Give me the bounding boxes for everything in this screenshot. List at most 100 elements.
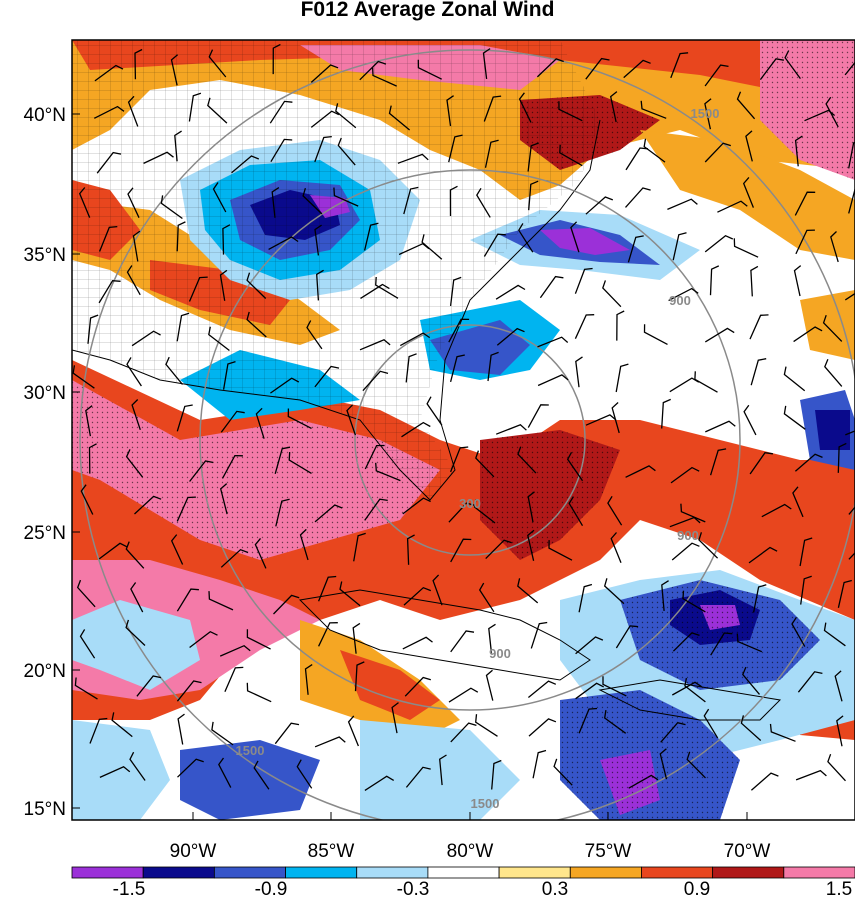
wind-barb — [602, 676, 627, 697]
wind-barb — [363, 222, 379, 251]
wind-barb — [527, 529, 535, 561]
wind-barb — [132, 230, 141, 262]
wind-barb — [98, 542, 128, 560]
wind-barb — [823, 622, 846, 647]
longitude-axis: 90°W 85°W 80°W 75°W 70°W — [170, 812, 771, 862]
wind-barb — [432, 574, 443, 606]
wind-barb — [448, 687, 479, 703]
wind-barb — [188, 276, 208, 302]
wind-barb — [704, 327, 735, 343]
lat-label: 30°N — [24, 383, 66, 404]
wind-barb — [188, 92, 202, 122]
wind-barb — [496, 327, 525, 346]
wind-barb — [710, 632, 733, 656]
wind-barb — [375, 462, 401, 482]
wind-barb — [794, 453, 823, 472]
wind-barb — [218, 757, 232, 788]
wind-barb — [176, 588, 199, 612]
wind-barb — [827, 753, 846, 782]
wind-barb — [85, 405, 93, 437]
wind-barb — [177, 713, 185, 745]
wind-barb — [686, 751, 706, 779]
wind-barb — [670, 52, 689, 79]
wind-barb — [668, 287, 699, 302]
wind-barb — [450, 538, 472, 563]
wind-barb — [495, 284, 526, 300]
wind-barb — [360, 283, 390, 299]
wind-barb — [558, 101, 583, 122]
wind-barb — [76, 579, 96, 608]
wind-barb — [750, 265, 759, 297]
wind-barb — [318, 622, 338, 647]
contour-label: 900 — [669, 293, 691, 308]
wind-barb — [270, 377, 300, 394]
wind-barb — [426, 396, 443, 426]
wind-barb — [269, 100, 293, 124]
wind-barb — [602, 280, 622, 308]
map-area — [72, 40, 855, 820]
wind-barb — [403, 186, 419, 215]
wind-barb — [536, 58, 564, 78]
wind-barb — [585, 414, 617, 426]
wind-barb — [740, 715, 762, 741]
contour-label: 1500 — [691, 106, 720, 121]
colorbar-swatch — [783, 866, 855, 879]
wind-barb — [745, 130, 753, 162]
wind-barb — [748, 546, 778, 564]
colorbar-labels: -1.5 -0.9 -0.3 0.3 0.9 1.5 — [113, 879, 853, 900]
wind-barb — [304, 664, 313, 695]
wind-barb — [627, 235, 644, 263]
wind-barb — [848, 187, 855, 214]
wind-barb — [482, 48, 491, 79]
wind-barb — [794, 191, 816, 216]
wind-barb — [96, 151, 122, 174]
wind-barb — [219, 644, 251, 657]
wind-barb — [189, 460, 214, 482]
lon-label: 75°W — [585, 841, 632, 862]
wind-barb — [314, 365, 340, 388]
colorbar-swatch — [712, 866, 785, 879]
wind-barb — [364, 444, 385, 470]
wind-barb — [189, 630, 218, 649]
wind-barb — [254, 537, 267, 569]
wind-barb — [704, 234, 734, 253]
latitude-axis: 40°N 35°N 30°N 25°N 20°N 15°N — [24, 105, 80, 820]
wind-barb — [585, 57, 610, 80]
wind-barb — [660, 721, 686, 743]
wind-barb — [310, 110, 340, 128]
wind-barb — [717, 200, 748, 213]
wind-barb — [287, 408, 312, 429]
wind-barb — [485, 539, 512, 560]
wind-barb — [845, 430, 855, 436]
wind-barb — [694, 371, 718, 393]
colorbar-swatch — [641, 866, 714, 879]
wind-barb — [750, 772, 779, 791]
wind-barb — [176, 312, 190, 342]
wind-barb — [449, 354, 465, 383]
colorbar-label: -1.5 — [113, 879, 146, 900]
lon-label: 85°W — [308, 841, 355, 862]
wind-barb — [220, 548, 249, 568]
contour-label: 300 — [459, 496, 481, 511]
wind-barb — [270, 138, 293, 163]
wind-barb — [219, 269, 228, 301]
wind-barb — [548, 540, 573, 561]
wind-barb — [484, 139, 499, 168]
wind-barb — [611, 402, 620, 434]
wind-barb — [362, 370, 389, 392]
wind-barb — [176, 221, 186, 252]
lon-label: 70°W — [724, 841, 771, 862]
wind-barb — [134, 48, 143, 80]
wind-barbs — [72, 43, 855, 791]
wind-barb — [125, 541, 145, 569]
wind-barb — [130, 582, 144, 613]
wind-barb — [439, 754, 447, 786]
wind-barb — [585, 196, 614, 215]
wind-barb — [72, 365, 95, 389]
colorbar-swatch — [569, 866, 642, 879]
wind-barb — [306, 320, 323, 350]
wind-barb — [88, 443, 97, 474]
wind-barb — [89, 717, 108, 744]
wind-barb — [208, 49, 227, 78]
wind-barb — [570, 221, 580, 253]
